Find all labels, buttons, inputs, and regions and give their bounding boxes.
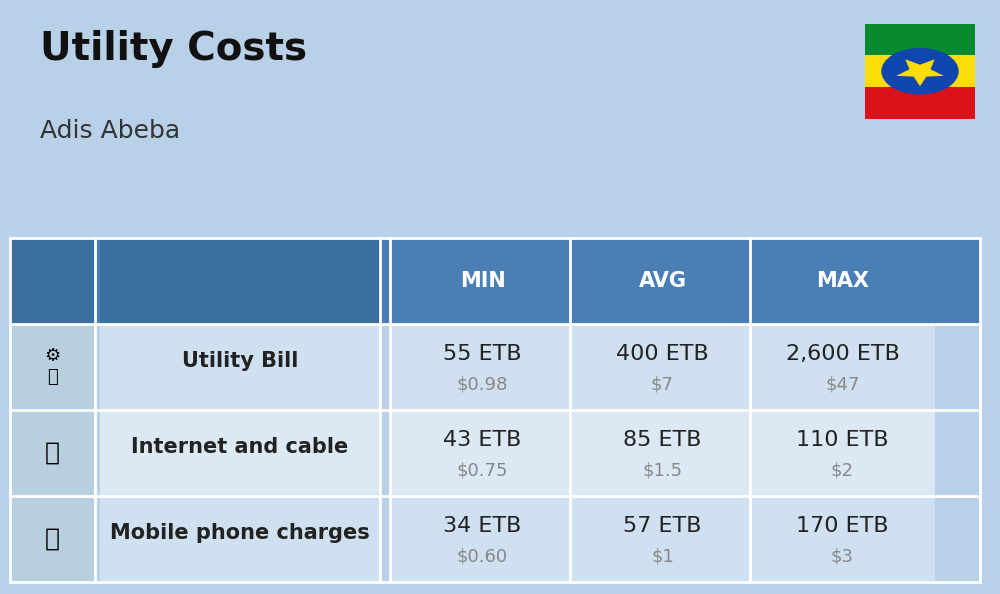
FancyBboxPatch shape [865,24,975,55]
FancyBboxPatch shape [570,410,755,496]
Circle shape [882,49,958,94]
Text: $47: $47 [825,375,860,394]
Text: 400 ETB: 400 ETB [616,344,709,364]
Text: 📶: 📶 [45,441,60,465]
Text: $2: $2 [831,462,854,480]
Text: Utility Bill: Utility Bill [182,351,298,371]
FancyBboxPatch shape [100,496,380,582]
FancyBboxPatch shape [570,496,755,582]
Polygon shape [896,59,944,86]
Text: 85 ETB: 85 ETB [623,430,702,450]
FancyBboxPatch shape [100,238,380,324]
Text: $0.75: $0.75 [457,462,508,480]
FancyBboxPatch shape [390,324,575,410]
Text: 43 ETB: 43 ETB [443,430,522,450]
Text: Internet and cable: Internet and cable [131,437,349,457]
Text: 34 ETB: 34 ETB [443,516,522,536]
Text: $3: $3 [831,548,854,566]
Text: $1.5: $1.5 [642,462,683,480]
FancyBboxPatch shape [100,324,380,410]
FancyBboxPatch shape [100,410,380,496]
Text: $0.60: $0.60 [457,548,508,566]
Text: Mobile phone charges: Mobile phone charges [110,523,370,543]
FancyBboxPatch shape [10,410,95,496]
Text: 170 ETB: 170 ETB [796,516,889,536]
Text: 55 ETB: 55 ETB [443,344,522,364]
FancyBboxPatch shape [10,238,980,324]
Text: ⚙
🔌: ⚙ 🔌 [44,347,61,386]
FancyBboxPatch shape [750,324,935,410]
Text: AVG: AVG [639,271,686,290]
Text: Adis Abeba: Adis Abeba [40,119,180,143]
FancyBboxPatch shape [750,410,935,496]
FancyBboxPatch shape [10,324,95,410]
Text: $1: $1 [651,548,674,566]
FancyBboxPatch shape [865,87,975,119]
FancyBboxPatch shape [865,55,975,87]
Text: $0.98: $0.98 [457,375,508,394]
Text: MAX: MAX [816,271,869,290]
FancyBboxPatch shape [750,496,935,582]
Text: 2,600 ETB: 2,600 ETB [786,344,899,364]
Text: Utility Costs: Utility Costs [40,30,307,68]
Text: 📱: 📱 [45,527,60,551]
FancyBboxPatch shape [570,324,755,410]
Text: 57 ETB: 57 ETB [623,516,702,536]
FancyBboxPatch shape [390,410,575,496]
FancyBboxPatch shape [10,238,95,324]
Text: MIN: MIN [460,271,505,290]
FancyBboxPatch shape [390,496,575,582]
Text: 110 ETB: 110 ETB [796,430,889,450]
FancyBboxPatch shape [10,496,95,582]
Text: $7: $7 [651,375,674,394]
